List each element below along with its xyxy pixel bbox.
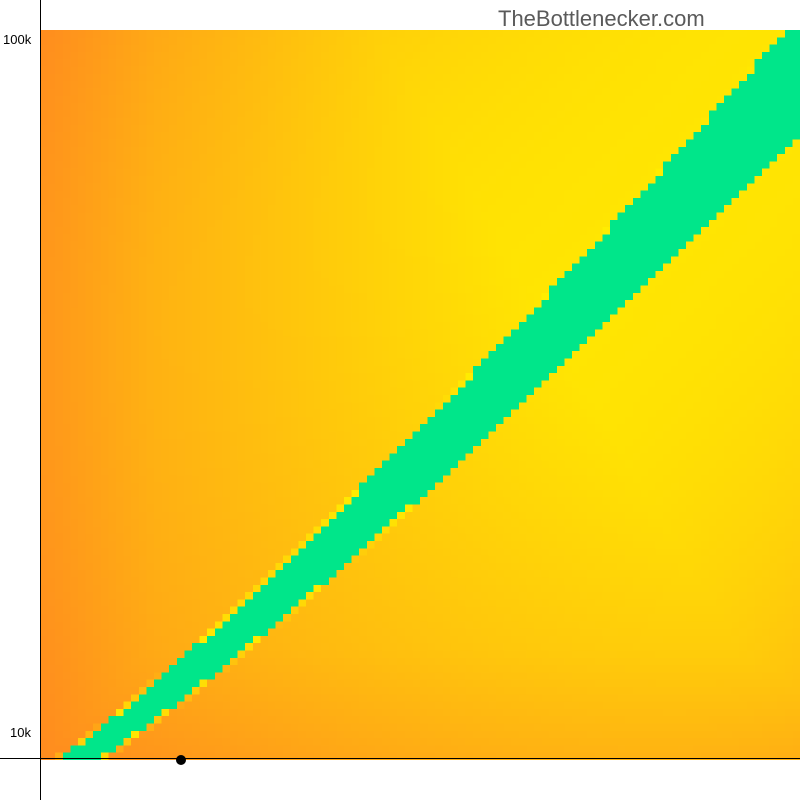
x-axis-line [0,758,800,759]
y-axis-tick-top: 100k [3,33,31,46]
data-point-marker [176,755,186,765]
bottleneck-heatmap [40,30,800,760]
y-axis-tick-bottom: 10k [10,726,31,739]
chart-container: { "canvas": { "width": 800, "height": 80… [0,0,800,800]
watermark-text: TheBottlenecker.com [498,6,705,32]
y-axis-line [40,0,41,800]
